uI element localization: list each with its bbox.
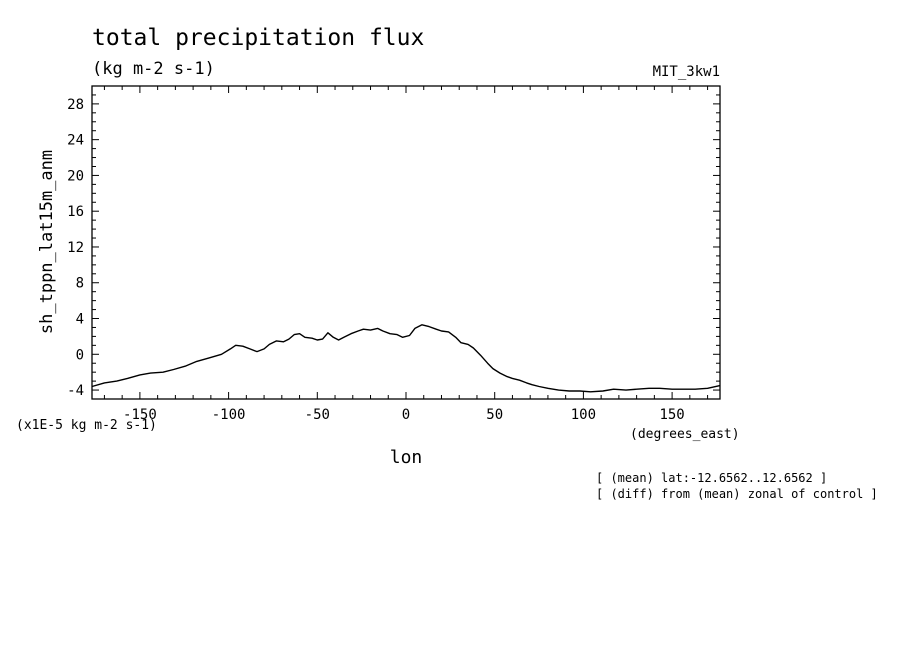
chart-subtitle: (kg m-2 s-1) xyxy=(92,59,215,79)
x-tick-label: 50 xyxy=(486,407,503,423)
x-tick-label: -150 xyxy=(123,407,157,423)
y-tick-label: 0 xyxy=(76,347,84,363)
y-tick-label: 20 xyxy=(67,168,84,184)
y-axis-label: sh_tppn_lat15m_anm xyxy=(37,150,57,334)
plot-frame xyxy=(91,85,721,400)
x-tick-label: -50 xyxy=(305,407,330,423)
series-layer xyxy=(91,324,721,393)
y-tick-label: 12 xyxy=(67,240,84,256)
y-axis: -4 0 4 8 12 16 20 24 28 xyxy=(67,85,720,399)
y-tick-label: 28 xyxy=(67,97,84,113)
x-tick-label: 0 xyxy=(402,407,410,423)
note-diff-control: [ (diff) from (mean) zonal of control ] xyxy=(596,487,878,501)
dataset-label: MIT_3kw1 xyxy=(653,64,720,80)
y-axis-units: (x1E-5 kg m-2 s-1) xyxy=(16,418,157,433)
x-tick-label: -100 xyxy=(212,407,246,423)
y-tick-label: 24 xyxy=(67,133,84,149)
x-axis-units: (degrees_east) xyxy=(630,427,740,442)
note-mean-lat: [ (mean) lat:-12.6562..12.6562 ] xyxy=(596,471,827,485)
x-axis-label: lon xyxy=(390,447,423,468)
x-axis: -150 -100 -50 0 50 100 150 xyxy=(103,86,709,423)
y-tick-label: 4 xyxy=(76,312,84,328)
y-tick-label: 16 xyxy=(67,204,84,220)
y-tick-label: 8 xyxy=(76,276,84,292)
x-tick-label: 150 xyxy=(659,407,684,423)
series-line xyxy=(91,324,721,393)
chart-title: total precipitation flux xyxy=(92,25,424,51)
y-tick-label: -4 xyxy=(67,383,84,399)
x-tick-label: 100 xyxy=(571,407,596,423)
